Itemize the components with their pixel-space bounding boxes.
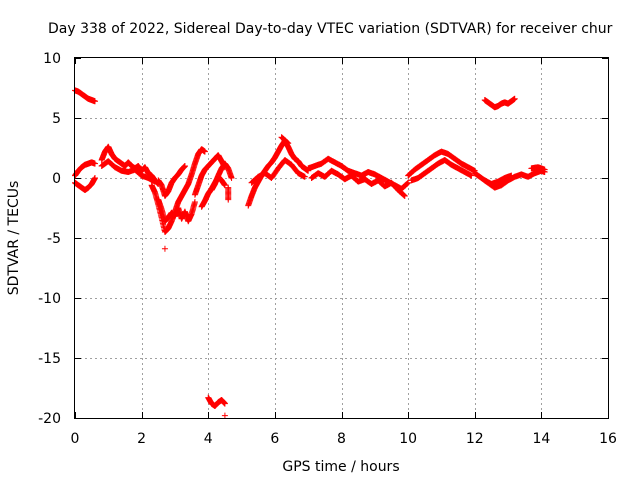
axis-ticks: 0 2 4 6 8 10 12 14 16 -20 -15 -10 -5 0 5 10 [38, 51, 617, 447]
x-tick-label: 8 [337, 431, 346, 447]
data-point [401, 193, 408, 199]
data-points [72, 87, 548, 419]
data-point [283, 139, 290, 145]
data-point [225, 196, 232, 203]
data-point [221, 412, 228, 419]
y-tick-label: -15 [38, 351, 61, 367]
data-point [400, 191, 407, 198]
data-point [201, 148, 208, 155]
x-tick-label: 12 [466, 431, 484, 447]
data-point [228, 175, 235, 181]
grid-lines [75, 58, 608, 418]
data-point [401, 192, 408, 199]
chart-title: Day 338 of 2022, Sidereal Day-to-day VTE… [48, 21, 613, 37]
data-point [161, 245, 168, 252]
data-point [221, 182, 228, 189]
data-point [405, 179, 412, 186]
data-point [511, 95, 518, 102]
x-tick-label: 6 [270, 431, 279, 447]
y-tick-label: 5 [52, 111, 61, 127]
data-point [191, 199, 198, 205]
data-point [404, 180, 411, 187]
data-point [403, 181, 410, 187]
x-tick-label: 14 [532, 431, 550, 447]
x-axis-label: GPS time / hours [282, 459, 399, 475]
data-point [91, 98, 98, 105]
x-tick-label: 16 [599, 431, 617, 447]
y-tick-label: -20 [38, 411, 61, 427]
data-point [508, 172, 515, 179]
plot-frame [74, 57, 609, 419]
data-point [284, 139, 291, 146]
data-point [91, 160, 98, 167]
y-tick-label: -10 [38, 291, 61, 307]
y-tick-label: -5 [47, 231, 61, 247]
x-tick-label: 2 [137, 431, 146, 447]
data-point [541, 166, 548, 173]
x-tick-label: 10 [399, 431, 417, 447]
data-point [301, 173, 308, 180]
data-point [285, 140, 292, 147]
y-tick-label: 0 [52, 171, 61, 187]
y-tick-label: 10 [43, 51, 61, 67]
data-point [221, 400, 228, 407]
data-point [181, 163, 188, 169]
data-point [468, 172, 475, 179]
x-tick-label: 4 [204, 431, 213, 447]
x-tick-label: 0 [71, 431, 80, 447]
y-axis-label: SDTVAR / TECUs [6, 181, 22, 296]
data-point [91, 175, 98, 181]
